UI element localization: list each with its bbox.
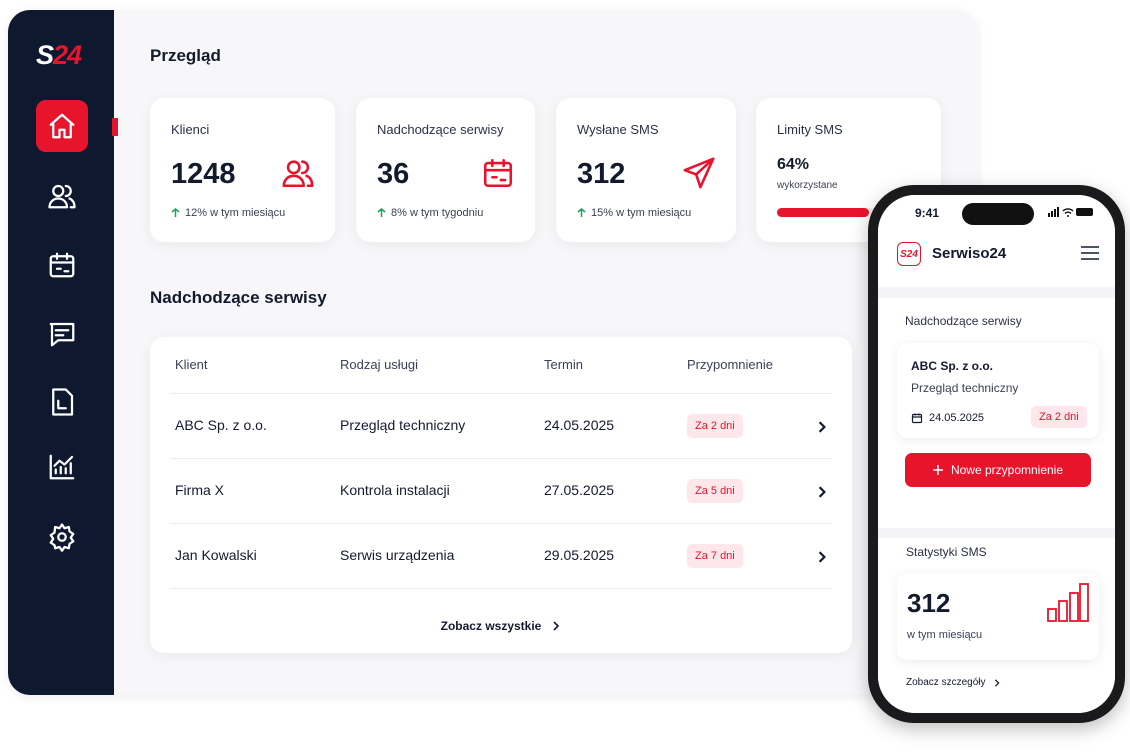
card-date: 24.05.2025 xyxy=(929,412,985,424)
stat-value: 312 xyxy=(577,158,626,190)
stat-icon xyxy=(483,158,513,188)
table-cell: Serwis urządzenia xyxy=(340,547,455,563)
phone-mockup: 9:41 S 24 Serwiso24 Nadchodzące serwisy A… xyxy=(868,185,1125,723)
table-cell: Jan Kowalski xyxy=(175,547,257,563)
stat-card: Klienci 1248 12% w tym miesiącu xyxy=(150,98,335,242)
stat-card: Wysłane SMS 312 15% w tym miesiącu xyxy=(556,98,736,242)
row-divider xyxy=(170,588,832,589)
see-all-link[interactable]: Zobacz wszystkie xyxy=(150,591,852,633)
column-header: Rodzaj usługi xyxy=(340,357,419,372)
table-cell: ABC Sp. z o.o. xyxy=(175,417,267,433)
stat-value: 36 xyxy=(377,158,410,190)
stat-icon xyxy=(282,160,314,188)
status-time: 9:41 xyxy=(915,206,940,220)
nav-calendar[interactable] xyxy=(36,239,88,291)
table-row[interactable]: ABC Sp. z o.o. Przegląd techniczny 24.05.2… xyxy=(170,393,832,458)
reminder-badge: Za 7 dni xyxy=(687,544,743,568)
table-cell: 29.05.2025 xyxy=(544,547,615,563)
nav-messages[interactable] xyxy=(36,308,88,360)
see-all-text: Zobacz wszystkie xyxy=(440,619,542,633)
button-label: Nowe przypomnienie xyxy=(950,463,1064,477)
card-client: ABC Sp. z o.o. xyxy=(911,359,993,373)
logo-number: 24 xyxy=(906,248,918,260)
table-cell: Kontrola instalacji xyxy=(340,482,450,498)
logo: S24 xyxy=(36,40,82,71)
reminder-badge: Za 2 dni xyxy=(1031,406,1087,428)
details-link[interactable]: Zobacz szczegóły xyxy=(906,677,1001,688)
active-indicator xyxy=(112,118,118,136)
dynamic-island xyxy=(962,203,1034,225)
sidebar: S24 xyxy=(8,10,118,695)
nav-reports[interactable] xyxy=(36,441,88,493)
row-chevron xyxy=(818,551,826,563)
reminder-badge: Za 5 dni xyxy=(687,479,743,503)
limit-track xyxy=(777,208,921,217)
phone-service-card[interactable]: ABC Sp. z o.o. Przegląd techniczny 24.05… xyxy=(897,343,1099,438)
phone-stats-card: 312 w tym miesiącu xyxy=(897,573,1099,660)
stat-value: 1248 xyxy=(171,158,236,190)
stats-value: 312 xyxy=(907,588,951,618)
card-service: Przegląd techniczny xyxy=(911,381,1019,395)
limit-bar xyxy=(777,208,870,217)
row-chevron xyxy=(818,486,826,498)
column-header: Termin xyxy=(544,357,584,372)
dashboard-window: S24 Przegląd Klienci 1248 12% w tym mies… xyxy=(8,10,978,695)
stat-label: Wysłane SMS xyxy=(577,122,659,137)
phone-screen: 9:41 S 24 Serwiso24 Nadchodzące serwisy A… xyxy=(878,195,1115,713)
stat-trend: 15% w tym miesiącu xyxy=(577,207,691,219)
app-name: Serwiso24 xyxy=(932,245,1007,262)
table-cell: Firma X xyxy=(175,482,224,498)
stat-trend-text: 12% w tym miesiącu xyxy=(185,207,286,219)
section-title: Przegląd xyxy=(150,46,221,65)
stat-trend: 12% w tym miesiącu xyxy=(171,207,285,219)
nav-home[interactable] xyxy=(36,100,88,152)
stat-label: Limity SMS xyxy=(777,122,843,137)
logo-number: 24 xyxy=(53,40,82,70)
stat-trend-text: 8% w tym tygodniu xyxy=(391,207,484,219)
stat-card: Limity SMS 64% wykorzystane xyxy=(756,98,941,242)
status-icons xyxy=(1048,207,1093,217)
table-row[interactable]: Firma X Kontrola instalacji 27.05.2025 Za 5… xyxy=(170,458,832,523)
table-cell: Przegląd techniczny xyxy=(340,417,466,433)
logo-letter: S xyxy=(36,40,54,70)
stat-trend-text: 15% w tym miesiącu xyxy=(591,207,692,219)
menu-button[interactable] xyxy=(1081,246,1099,260)
reminder-badge: Za 2 dni xyxy=(687,414,743,438)
limit-caption: wykorzystane xyxy=(777,180,838,191)
nav-documents[interactable] xyxy=(36,376,88,428)
limit-value: 64% xyxy=(777,156,810,173)
details-text: Zobacz szczegóły xyxy=(906,677,986,688)
section-title: Nadchodzące serwisy xyxy=(150,288,327,307)
stats-caption: w tym miesiącu xyxy=(907,629,983,641)
app-logo: S 24 xyxy=(897,242,921,266)
column-header: Przypomnienie xyxy=(687,357,773,372)
table-row[interactable]: Jan Kowalski Serwis urządzenia 29.05.2025 Z… xyxy=(170,523,832,588)
date-icon xyxy=(911,413,923,424)
row-chevron xyxy=(818,421,826,433)
stat-label: Nadchodzące serwisy xyxy=(377,122,504,137)
stat-trend: 8% w tym tygodniu xyxy=(377,207,483,219)
phone-section-title: Statystyki SMS xyxy=(906,545,987,559)
nav-clients[interactable] xyxy=(36,170,88,222)
nav-settings[interactable] xyxy=(36,511,88,563)
stat-label: Klienci xyxy=(171,122,210,137)
phone-section-title: Nadchodzące serwisy xyxy=(905,314,1022,328)
column-header: Klient xyxy=(175,357,208,372)
table-cell: 27.05.2025 xyxy=(544,482,615,498)
services-table: Klient Rodzaj usługi Termin Przypomnieni… xyxy=(150,337,852,653)
stats-icon xyxy=(1047,583,1089,622)
stat-card: Nadchodzące serwisy 36 8% w tym tygodniu xyxy=(356,98,535,242)
stat-icon xyxy=(683,157,715,189)
logo-letter: S xyxy=(900,248,907,260)
new-reminder-button[interactable]: Nowe przypomnienie xyxy=(905,453,1091,487)
table-cell: 24.05.2025 xyxy=(544,417,615,433)
